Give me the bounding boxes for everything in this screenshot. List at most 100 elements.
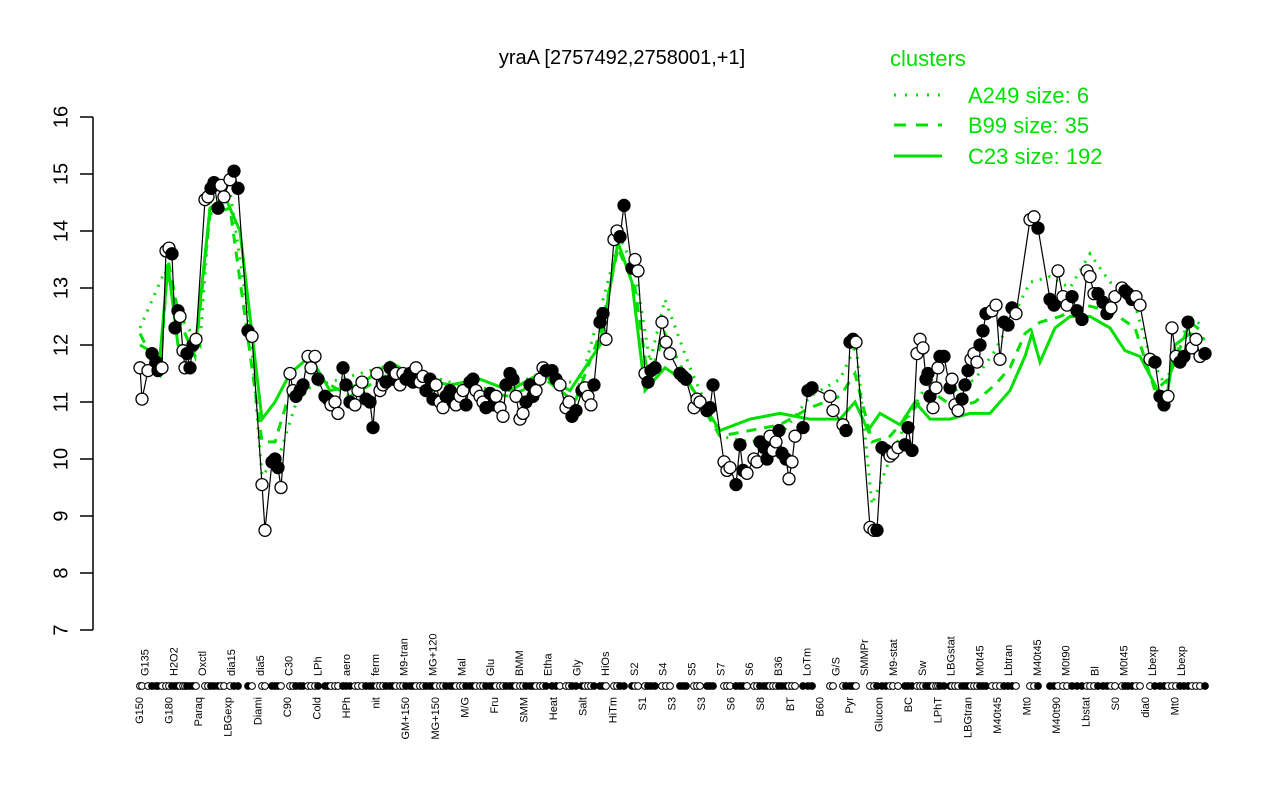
data-point	[363, 395, 377, 409]
x-label-top: LPh	[312, 656, 324, 676]
data-point	[506, 372, 520, 386]
legend-entry-c23: C23 size: 192	[968, 144, 1103, 169]
rug-mark	[234, 682, 242, 690]
rug-mark	[261, 682, 269, 690]
rug-mark	[192, 682, 200, 690]
data-point	[1148, 355, 1162, 369]
rug-mark	[1012, 682, 1020, 690]
data-point	[740, 466, 754, 480]
data-point	[1177, 349, 1191, 364]
y-tick-label: 16	[50, 106, 72, 128]
data-point	[926, 401, 940, 415]
y-tick-label: 11	[50, 392, 72, 413]
data-point	[788, 429, 802, 443]
data-point	[796, 420, 810, 435]
x-label-top: S7	[715, 663, 727, 676]
x-label-top: Lbtran	[1003, 645, 1015, 676]
x-label-top: dia15	[226, 649, 238, 676]
data-point	[955, 392, 969, 406]
data-point	[271, 460, 285, 475]
data-point	[311, 372, 325, 386]
rug-mark	[1111, 682, 1119, 690]
data-point	[659, 335, 673, 349]
x-label-top: Oxctl	[197, 651, 209, 676]
x-label-top: dia5	[255, 655, 267, 676]
rug-mark	[634, 682, 642, 690]
data-point	[641, 375, 655, 389]
x-label-bottom: HiTm	[607, 697, 619, 723]
data-point	[951, 403, 965, 418]
x-label-top: aero	[341, 654, 353, 676]
data-point	[823, 389, 837, 403]
x-label-top: SMMPr	[859, 639, 871, 676]
data-point	[617, 198, 631, 213]
data-point	[976, 324, 990, 338]
data-point	[587, 378, 601, 392]
x-label-top: LoTm	[802, 648, 814, 676]
x-label-top: ferm	[370, 654, 382, 676]
x-label-top: S6	[744, 663, 756, 676]
legend: clusters A249 size: 6 B99 size: 35 C23 s…	[890, 46, 1103, 169]
data-point	[553, 378, 567, 392]
x-label-bottom: G180	[164, 697, 176, 724]
data-point	[227, 164, 241, 178]
data-point	[613, 230, 627, 244]
x-label-bottom: LPhT	[933, 697, 945, 724]
data-point	[489, 389, 503, 403]
data-point	[826, 403, 840, 418]
data-point	[870, 523, 884, 537]
data-point	[958, 378, 972, 392]
data-point	[304, 361, 318, 375]
data-point	[648, 361, 662, 375]
x-label-bottom: S3	[666, 697, 678, 710]
data-point	[258, 523, 272, 537]
rug-mark	[894, 682, 902, 690]
data-point	[1189, 332, 1203, 346]
x-label-top: G/S	[830, 657, 842, 676]
data-point	[245, 329, 259, 344]
data-point	[679, 372, 693, 386]
data-point	[217, 190, 231, 204]
data-point	[1051, 264, 1065, 278]
x-label-top: M0t45	[1118, 645, 1130, 676]
data-point	[562, 395, 576, 409]
data-point	[348, 398, 362, 412]
rug-mark	[696, 682, 704, 690]
data-point	[231, 181, 245, 195]
data-point	[496, 409, 510, 423]
x-label-bottom: S8	[755, 697, 767, 710]
data-point	[255, 477, 269, 492]
data-point	[785, 455, 799, 469]
data-point	[703, 401, 717, 415]
rug-mark	[602, 682, 610, 690]
data-point	[529, 383, 543, 398]
x-label-top: Gly	[571, 659, 583, 676]
data-point	[769, 435, 783, 449]
data-point	[599, 332, 613, 346]
data-point	[429, 378, 443, 392]
x-label-top: M40t45	[1032, 639, 1044, 676]
data-point	[723, 460, 737, 475]
rug-mark	[651, 682, 659, 690]
x-label-top: S5	[687, 663, 699, 676]
x-label-top: Lbexp	[1147, 646, 1159, 676]
x-label-top: C30	[284, 656, 296, 676]
data-point	[569, 403, 583, 418]
data-point	[628, 252, 642, 267]
data-point	[189, 332, 203, 346]
x-label-bottom: BT	[785, 697, 797, 711]
data-point	[973, 338, 987, 352]
x-label-bottom: Fru	[489, 697, 501, 714]
x-label-top: HiOs	[600, 651, 612, 676]
x-label-bottom: C90	[282, 697, 294, 717]
data-point	[339, 378, 353, 392]
x-label-top: M0t45	[974, 645, 986, 676]
rug-mark	[248, 682, 256, 690]
data-point	[905, 443, 919, 458]
x-label-bottom: BC	[903, 697, 915, 712]
data-point	[1075, 312, 1089, 327]
data-point	[331, 406, 345, 421]
y-tick-label: 13	[50, 277, 72, 299]
x-label-bottom: Cold	[311, 697, 323, 720]
